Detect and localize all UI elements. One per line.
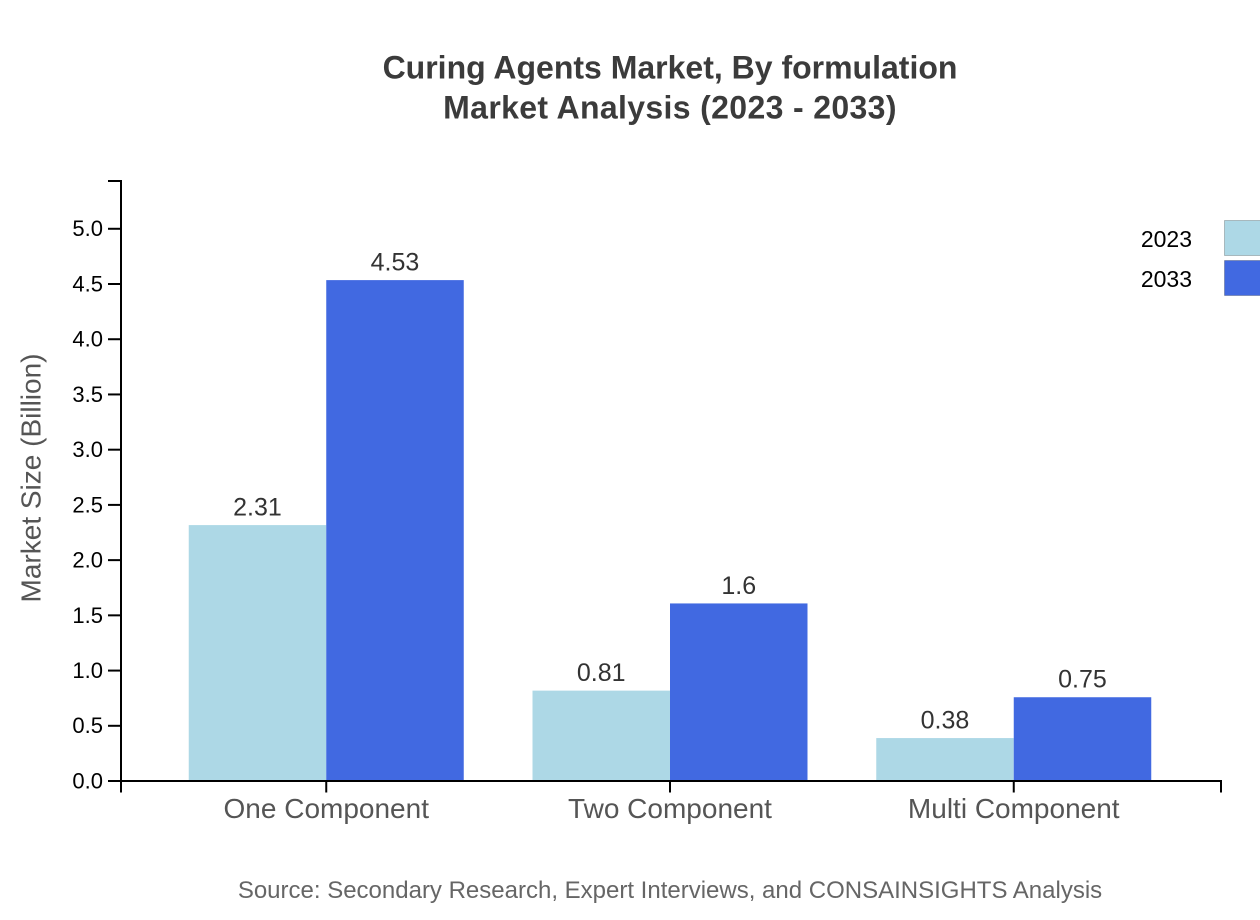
svg-text:Multi Component: Multi Component (908, 793, 1120, 824)
svg-text:1.6: 1.6 (721, 572, 756, 600)
svg-text:0.75: 0.75 (1058, 666, 1107, 694)
svg-text:Two Component: Two Component (568, 793, 772, 824)
svg-text:4.0: 4.0 (72, 327, 103, 352)
svg-text:Market Analysis (2023 - 2033): Market Analysis (2023 - 2033) (443, 90, 897, 126)
svg-text:0.0: 0.0 (72, 768, 103, 793)
svg-text:4.5: 4.5 (72, 271, 103, 296)
svg-text:4.53: 4.53 (371, 249, 420, 277)
svg-text:Source: Secondary Research, Ex: Source: Secondary Research, Expert Inter… (238, 877, 1102, 904)
svg-text:2.0: 2.0 (72, 548, 103, 573)
svg-text:3.5: 3.5 (72, 382, 103, 407)
svg-text:5.0: 5.0 (72, 216, 103, 241)
svg-text:3.0: 3.0 (72, 437, 103, 462)
svg-text:0.5: 0.5 (72, 713, 103, 738)
svg-text:0.38: 0.38 (921, 707, 970, 735)
svg-text:1.5: 1.5 (72, 603, 103, 628)
svg-text:0.81: 0.81 (577, 659, 626, 687)
svg-text:2033: 2033 (1141, 266, 1192, 292)
svg-text:Curing Agents Market, By formu: Curing Agents Market, By formulation (383, 50, 958, 86)
svg-text:2023: 2023 (1141, 226, 1192, 252)
svg-text:2.31: 2.31 (233, 494, 282, 522)
svg-text:Market Size (Billion): Market Size (Billion) (16, 354, 47, 603)
svg-text:1.0: 1.0 (72, 658, 103, 683)
svg-text:One Component: One Component (224, 793, 430, 824)
svg-text:2.5: 2.5 (72, 492, 103, 517)
